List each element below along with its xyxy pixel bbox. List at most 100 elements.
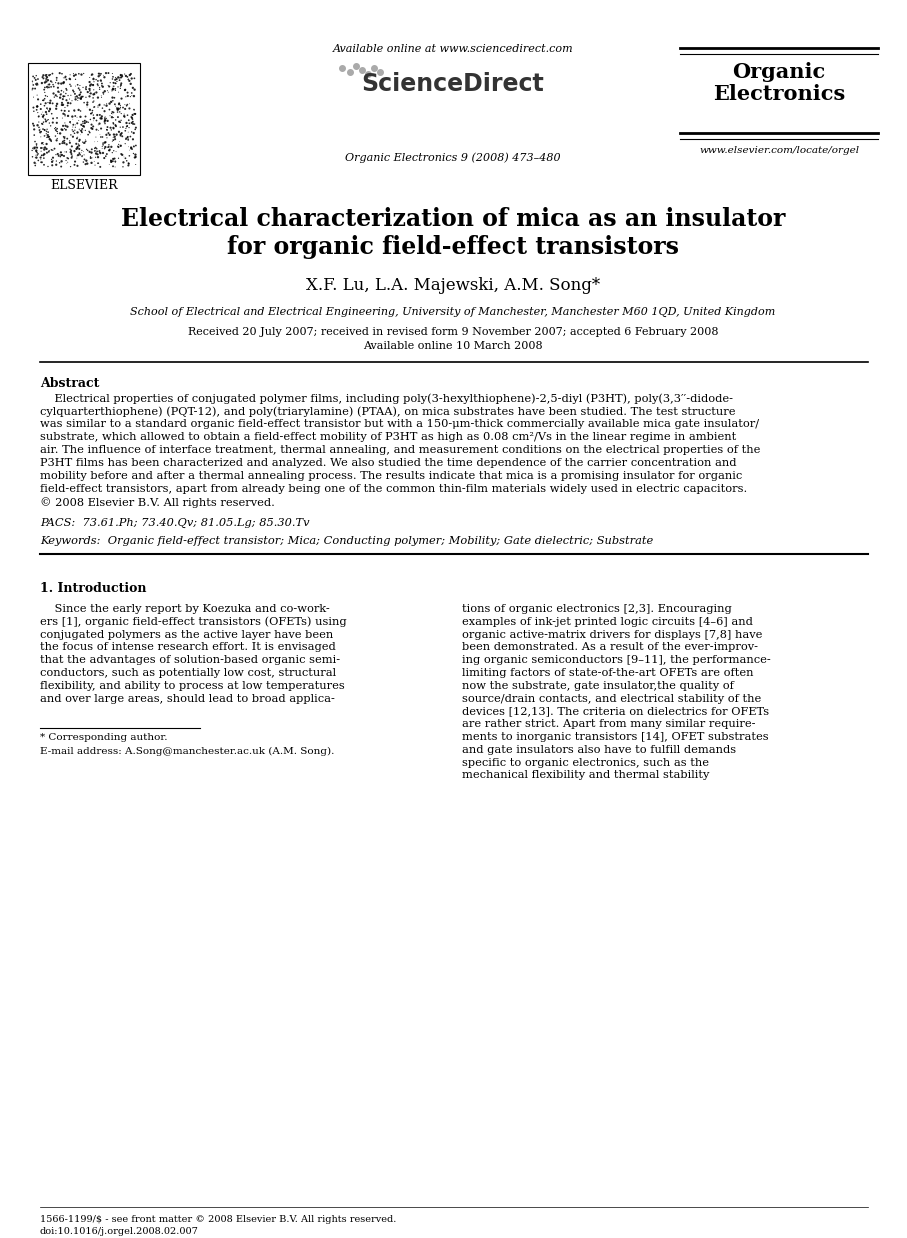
- Text: Organic: Organic: [732, 62, 825, 82]
- Point: [86, 98, 101, 118]
- Point: [102, 141, 117, 161]
- Point: [41, 71, 55, 90]
- Point: [70, 87, 84, 106]
- Point: [113, 124, 128, 144]
- Point: [36, 149, 51, 168]
- Point: [108, 80, 122, 100]
- Point: [56, 68, 71, 88]
- Point: [93, 119, 108, 139]
- Point: [25, 73, 40, 93]
- Point: [119, 66, 133, 85]
- Point: [100, 118, 114, 137]
- Point: [91, 88, 105, 108]
- Point: [89, 83, 103, 103]
- Point: [54, 64, 69, 84]
- Point: [94, 73, 109, 93]
- Point: [78, 131, 93, 151]
- Point: [72, 136, 86, 156]
- Point: [78, 78, 93, 98]
- Point: [53, 63, 67, 83]
- Point: [111, 103, 125, 123]
- Point: [56, 87, 71, 106]
- Text: substrate, which allowed to obtain a field-effect mobility of P3HT as high as 0.: substrate, which allowed to obtain a fie…: [40, 432, 736, 442]
- Point: [109, 110, 123, 130]
- Point: [84, 115, 99, 135]
- Point: [118, 79, 132, 99]
- Point: [93, 128, 108, 147]
- Point: [112, 68, 127, 88]
- Point: [95, 139, 110, 158]
- Point: [35, 67, 50, 87]
- Point: [50, 108, 64, 128]
- Point: [29, 134, 44, 154]
- Point: [76, 141, 91, 161]
- Point: [36, 113, 51, 132]
- Point: [37, 78, 52, 98]
- Point: [73, 102, 88, 121]
- Point: [122, 114, 137, 134]
- Point: [81, 125, 95, 145]
- Point: [127, 87, 141, 106]
- Point: [54, 145, 69, 165]
- Point: [28, 156, 43, 176]
- Point: [96, 144, 111, 163]
- Point: [113, 136, 128, 156]
- Point: [56, 104, 71, 124]
- Point: [49, 155, 63, 175]
- Point: [125, 108, 140, 128]
- Point: [119, 87, 133, 106]
- Point: [27, 68, 42, 88]
- Point: [91, 154, 105, 173]
- Point: [112, 135, 126, 155]
- Point: [93, 141, 107, 161]
- Point: [122, 140, 137, 160]
- Point: [54, 84, 69, 104]
- Point: [48, 73, 63, 93]
- Point: [122, 66, 137, 85]
- Point: [54, 93, 69, 113]
- Point: [111, 136, 125, 156]
- Point: [125, 105, 140, 125]
- Point: [121, 123, 135, 142]
- Point: [54, 74, 69, 94]
- Point: [41, 76, 55, 95]
- Point: [64, 147, 79, 167]
- Point: [108, 94, 122, 114]
- Point: [92, 67, 106, 87]
- Point: [111, 108, 125, 128]
- Point: [111, 68, 125, 88]
- Point: [34, 145, 49, 165]
- Point: [75, 87, 90, 106]
- Point: [27, 139, 42, 158]
- Point: [90, 141, 104, 161]
- Point: [34, 99, 48, 119]
- Point: [51, 144, 65, 163]
- Point: [68, 64, 83, 84]
- Point: [24, 141, 39, 161]
- Point: [114, 144, 129, 163]
- Point: [93, 66, 107, 85]
- Point: [36, 109, 51, 129]
- Point: [28, 131, 43, 151]
- Text: mobility before and after a thermal annealing process. The results indicate that: mobility before and after a thermal anne…: [40, 470, 742, 482]
- Point: [78, 113, 93, 132]
- Point: [91, 63, 105, 83]
- Text: Since the early report by Koezuka and co-work-: Since the early report by Koezuka and co…: [40, 604, 330, 614]
- Point: [63, 69, 77, 89]
- Point: [70, 108, 84, 128]
- Point: [66, 115, 81, 135]
- Point: [75, 119, 90, 139]
- Point: [30, 85, 44, 105]
- Text: doi:10.1016/j.orgel.2008.02.007: doi:10.1016/j.orgel.2008.02.007: [40, 1227, 199, 1236]
- Point: [102, 94, 117, 114]
- Point: [117, 104, 132, 124]
- Point: [102, 140, 117, 160]
- Point: [44, 140, 59, 160]
- Point: [97, 102, 112, 121]
- Point: [54, 120, 69, 140]
- Point: [103, 152, 118, 172]
- Point: [79, 140, 93, 160]
- Point: [51, 82, 65, 102]
- Point: [59, 69, 73, 89]
- Point: [95, 136, 110, 156]
